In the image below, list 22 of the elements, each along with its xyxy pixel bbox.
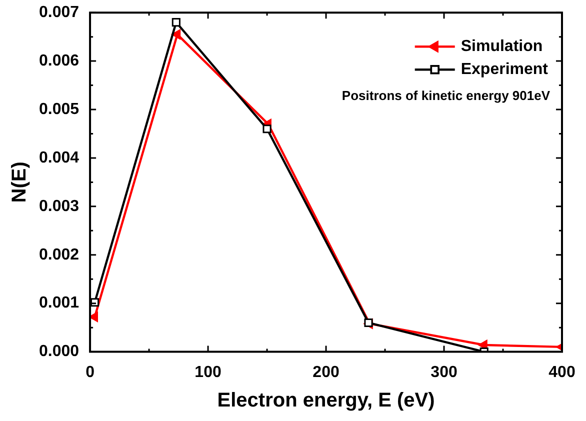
- point: [262, 124, 272, 134]
- y-tick-label: 0.004: [38, 149, 80, 166]
- legend-label: Experiment: [460, 61, 549, 78]
- annotation: Positrons of kinetic energy 901eV: [342, 88, 550, 104]
- y-tick-label: 0.002: [38, 246, 80, 264]
- point: [90, 312, 98, 322]
- y-axis-title: N(E): [8, 162, 31, 203]
- x-tick-label: 200: [312, 364, 340, 381]
- y-tick-label: 0.001: [38, 294, 80, 312]
- x-tick-label: 300: [430, 364, 458, 381]
- y-tick-label: 0.006: [38, 52, 80, 70]
- y-tick-label: 0.007: [38, 4, 80, 22]
- legend-label: Simulation: [460, 38, 543, 56]
- y-tick-label: 0.003: [38, 198, 80, 215]
- x-axis-title: Electron energy, E (eV): [217, 390, 435, 412]
- y-tick-label: 0.000: [38, 343, 80, 360]
- x-tick-label: 400: [548, 364, 576, 381]
- point: [172, 29, 181, 40]
- point: [172, 18, 180, 27]
- x-tick-label: 0: [86, 364, 95, 381]
- x-tick-label: 100: [194, 364, 222, 381]
- y-tick-label: 0.005: [38, 100, 80, 118]
